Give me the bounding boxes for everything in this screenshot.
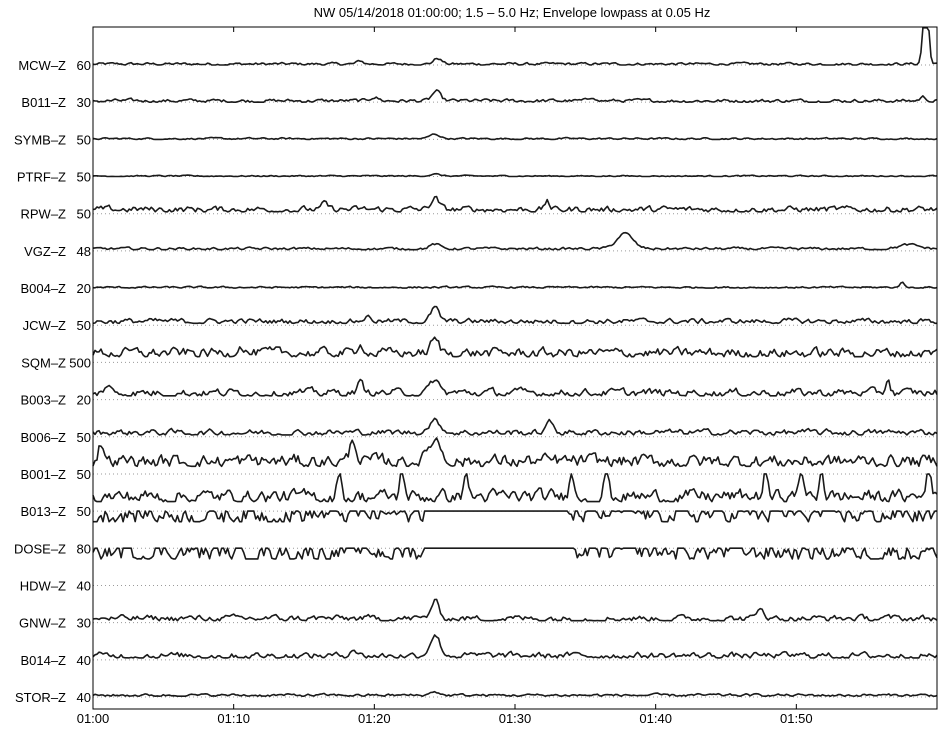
trace-series bbox=[92, 598, 938, 622]
station-label: GNW–Z bbox=[19, 616, 66, 631]
plot-frame bbox=[92, 26, 938, 710]
trace-series bbox=[92, 417, 938, 436]
station-label: SYMB–Z bbox=[14, 132, 66, 147]
trace-series bbox=[92, 473, 938, 503]
trace-series bbox=[92, 547, 938, 560]
scale-label: 60 bbox=[77, 58, 91, 73]
x-tick-label: 01:10 bbox=[217, 711, 250, 726]
scale-label: 40 bbox=[77, 690, 91, 705]
trace-series bbox=[93, 510, 937, 523]
trace-series bbox=[92, 172, 938, 178]
station-label: SQM–Z bbox=[21, 355, 66, 370]
station-label: B003–Z bbox=[20, 393, 66, 408]
scale-label: 20 bbox=[77, 393, 91, 408]
trace-series bbox=[92, 690, 938, 697]
scale-label: 50 bbox=[77, 467, 91, 482]
scale-label: 50 bbox=[77, 170, 91, 185]
station-label: B001–Z bbox=[20, 467, 66, 482]
x-tick-label: 01:30 bbox=[499, 711, 532, 726]
trace-baselines bbox=[93, 64, 937, 698]
trace-series bbox=[92, 634, 938, 659]
trace-series bbox=[92, 281, 938, 289]
trace-series bbox=[92, 27, 938, 66]
trace-series bbox=[92, 133, 938, 141]
station-label: B004–Z bbox=[20, 281, 66, 296]
station-label: B013–Z bbox=[20, 504, 66, 519]
scale-label: 50 bbox=[77, 207, 91, 222]
station-label: B006–Z bbox=[20, 430, 66, 445]
station-label: PTRF–Z bbox=[17, 170, 66, 185]
trace-series bbox=[92, 195, 938, 213]
station-label: RPW–Z bbox=[21, 207, 67, 222]
station-label: B011–Z bbox=[21, 95, 66, 110]
scale-label: 48 bbox=[77, 244, 91, 259]
scale-label: 40 bbox=[77, 653, 91, 668]
station-label: DOSE–Z bbox=[14, 541, 66, 556]
station-label: STOR–Z bbox=[15, 690, 66, 705]
scale-label: 80 bbox=[77, 541, 91, 556]
scale-label: 30 bbox=[77, 95, 91, 110]
x-tick-label: 01:20 bbox=[358, 711, 391, 726]
station-label: HDW–Z bbox=[20, 578, 66, 593]
station-label: JCW–Z bbox=[23, 318, 66, 333]
station-label: B014–Z bbox=[20, 653, 66, 668]
trace-series bbox=[92, 437, 938, 468]
x-tick-label: 01:40 bbox=[639, 711, 672, 726]
traces bbox=[92, 27, 938, 697]
scale-label: 40 bbox=[77, 578, 91, 593]
scale-label: 50 bbox=[77, 430, 91, 445]
row-labels: MCW–Z 60 B011–Z 30 SYMB–Z 50 PTRF–Z 50 RPW–Z 50 VG… bbox=[14, 58, 91, 705]
scale-label: 30 bbox=[77, 616, 91, 631]
x-tick-label: 01:00 bbox=[77, 711, 110, 726]
chart-title: NW 05/14/2018 01:00:00; 1.5 – 5.0 Hz; En… bbox=[314, 5, 711, 20]
scale-label: 50 bbox=[77, 318, 91, 333]
trace-series bbox=[92, 305, 937, 325]
station-label: MCW–Z bbox=[18, 58, 66, 73]
scale-label: 20 bbox=[77, 281, 91, 296]
scale-label: 50 bbox=[77, 504, 91, 519]
scale-label: 500 bbox=[69, 355, 91, 370]
trace-series bbox=[92, 231, 938, 251]
x-axis: 01:00 01:10 01:20 01:30 01:40 01:50 bbox=[77, 27, 813, 726]
scale-label: 50 bbox=[77, 132, 91, 147]
trace-series bbox=[92, 336, 938, 358]
station-label: VGZ–Z bbox=[24, 244, 66, 259]
trace-series bbox=[92, 89, 938, 103]
x-tick-label: 01:50 bbox=[780, 711, 813, 726]
trace-series bbox=[92, 378, 938, 397]
